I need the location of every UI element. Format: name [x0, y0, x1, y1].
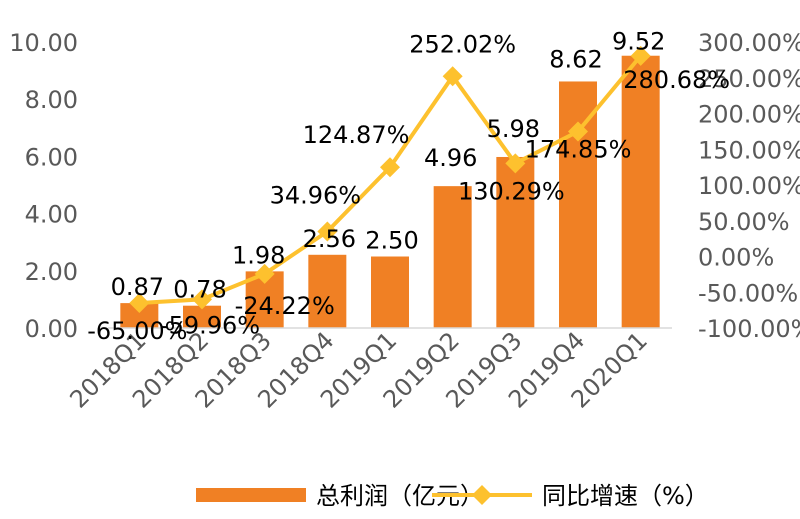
line-value-label: 130.29%: [458, 177, 565, 205]
legend-swatch-bar: [196, 488, 306, 502]
bar: [371, 256, 409, 328]
bar-value-label: 0.87: [111, 273, 164, 301]
line-value-label: 124.87%: [303, 121, 410, 149]
bar: [621, 55, 660, 329]
y-right-tick-label: -50.00%: [698, 279, 798, 307]
y-right-tick-label: 100.00%: [698, 172, 800, 200]
bar-value-label: 1.98: [232, 241, 285, 269]
y-left-tick-label: 4.00: [25, 201, 78, 229]
bar: [308, 254, 347, 328]
bar-value-label: 5.98: [487, 115, 540, 143]
bar-value-label: 0.78: [173, 276, 226, 304]
line-point: [568, 121, 588, 142]
line-value-label: 252.02%: [409, 30, 516, 58]
line-value-label: 174.85%: [525, 135, 632, 163]
line-point: [192, 289, 212, 310]
y-right-tick-label: 250.00%: [698, 65, 800, 93]
bar: [496, 156, 535, 328]
bar-value-label: 2.56: [303, 225, 356, 253]
line-value-label: 280.68%: [623, 66, 730, 94]
line-point: [317, 221, 338, 242]
bar-value-label: 4.96: [424, 144, 477, 172]
y-left-tick-label: 6.00: [25, 143, 78, 171]
y-right-tick-label: 200.00%: [698, 101, 800, 129]
bar-value-label: 9.52: [612, 28, 665, 56]
legend-label-line: 同比增速（%）: [542, 482, 709, 510]
y-right-tick-label: 300.00%: [698, 29, 800, 57]
line-point: [380, 157, 400, 178]
y-left-tick-label: 0.00: [25, 315, 78, 343]
y-right-tick-label: 50.00%: [698, 208, 790, 236]
line-point: [254, 263, 275, 284]
y-right-tick-label: 0.00%: [698, 244, 774, 272]
line-point: [505, 153, 526, 174]
bar: [433, 186, 472, 328]
y-left-tick-label: 8.00: [25, 86, 78, 114]
y-left-tick-label: 2.00: [25, 258, 78, 286]
y-right-tick-label: 150.00%: [698, 136, 800, 164]
line-value-label: -24.22%: [235, 292, 335, 320]
line-point: [442, 66, 463, 87]
bar: [183, 305, 221, 328]
line-point: [129, 292, 150, 313]
bar-value-label: 2.50: [365, 227, 418, 255]
legend-swatch-marker: [472, 485, 492, 505]
line-value-label: 34.96%: [270, 182, 362, 210]
y-left-tick-label: 10.00: [9, 29, 78, 57]
line-value-label: -59.96%: [160, 311, 260, 339]
bar-value-label: 8.62: [549, 45, 602, 73]
y-right-tick-label: -100.00%: [698, 315, 800, 343]
line-point: [630, 45, 651, 66]
line-value-label: -65.00%: [87, 317, 187, 345]
